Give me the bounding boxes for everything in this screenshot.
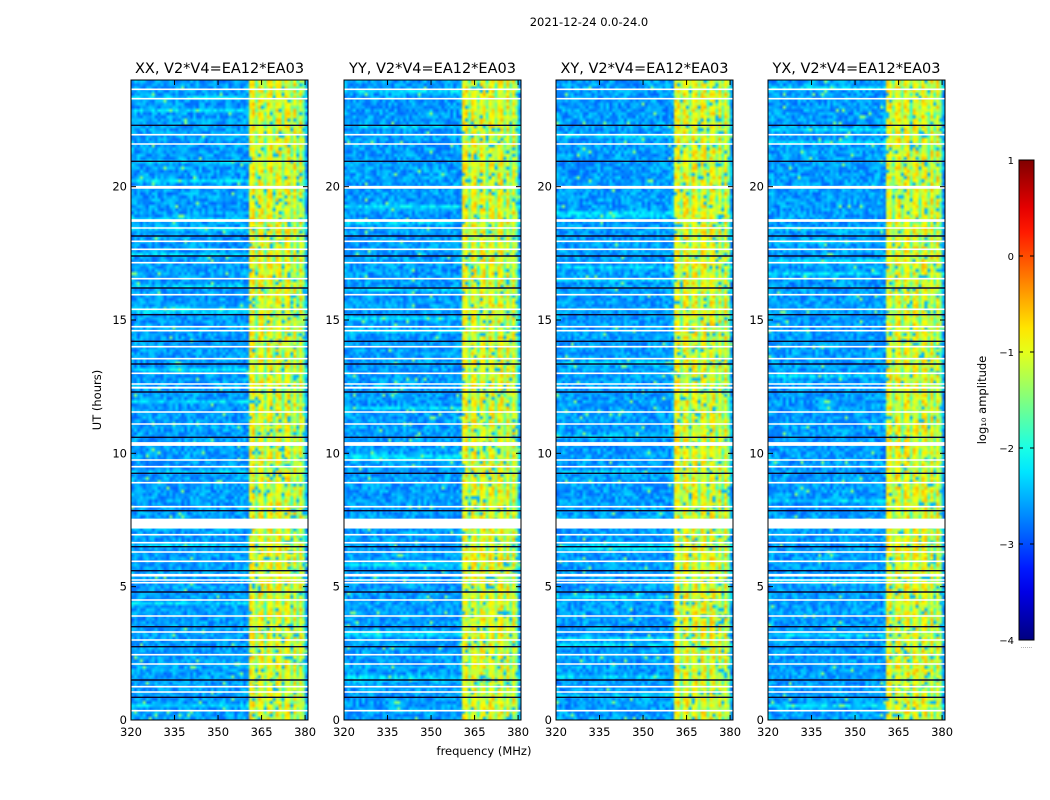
colorbar-gradient — [1019, 160, 1034, 640]
flagged-block — [768, 386, 945, 389]
panel-title: XX, V2*V4=EA12*EA03 — [135, 61, 304, 77]
x-tick-label: 380 — [507, 725, 529, 739]
y-tick-label: 10 — [325, 446, 340, 460]
x-tick-label: 335 — [589, 725, 611, 739]
x-tick-label: 350 — [420, 725, 442, 739]
y-tick-label: 10 — [112, 446, 127, 460]
flagged-block — [556, 442, 733, 446]
heatmap-image — [131, 80, 308, 720]
colorbar-tick-label: −1 — [999, 348, 1014, 359]
x-tick-label: 335 — [801, 725, 823, 739]
flagged-block — [344, 185, 521, 188]
panel-yy: YY, V2*V4=EA12*EA03 320 335 350 365 380 0 5 10 15… — [325, 61, 529, 739]
flagged-block — [344, 386, 521, 389]
colorbar-tick-label: 0 — [1008, 252, 1014, 263]
x-tick-label: 365 — [251, 725, 273, 739]
panel-title: YX, V2*V4=EA12*EA03 — [771, 61, 940, 77]
x-axis-label: frequency (MHz) — [437, 744, 532, 758]
flagged-block — [131, 518, 308, 529]
figure-title: 2021-12-24 0.0-24.0 — [530, 15, 649, 29]
x-tick-label: 335 — [164, 725, 186, 739]
panel-xy: XY, V2*V4=EA12*EA03 320 335 350 365 380 0 5 10 15… — [537, 61, 741, 739]
panel-frame — [130, 79, 309, 721]
y-tick-label: 15 — [325, 313, 340, 327]
panel-frame — [767, 79, 946, 721]
flagged-block — [131, 442, 308, 446]
heatmap-image — [556, 80, 733, 720]
colorbar-frame — [1018, 159, 1035, 641]
colorbar-extend-label: ...... — [1021, 643, 1033, 650]
flagged-block — [344, 573, 521, 577]
panel-xx: XX, V2*V4=EA12*EA03 320 335 350 365 380 0 5 10 15… — [112, 61, 316, 739]
y-tick-label: 5 — [333, 580, 340, 594]
y-tick-label: 5 — [120, 580, 127, 594]
flagged-block — [131, 386, 308, 389]
flagged-block — [344, 219, 521, 222]
y-tick-label: 10 — [749, 446, 764, 460]
flagged-block — [556, 573, 733, 577]
y-tick-label: 20 — [537, 180, 552, 194]
y-tick-label: 20 — [112, 180, 127, 194]
panel-yx: YX, V2*V4=EA12*EA03 320 335 350 365 380 0 5 10 15… — [749, 61, 953, 739]
y-tick-label: 20 — [325, 180, 340, 194]
flagged-block — [768, 185, 945, 188]
y-tick-label: 0 — [545, 713, 552, 727]
x-tick-label: 380 — [294, 725, 316, 739]
heatmap-image — [768, 80, 945, 720]
flagged-block — [131, 219, 308, 222]
y-axis-label: UT (hours) — [90, 370, 104, 430]
x-tick-label: 350 — [632, 725, 654, 739]
panel-title: XY, V2*V4=EA12*EA03 — [560, 61, 728, 77]
x-tick-label: 320 — [757, 725, 779, 739]
panel-title: YY, V2*V4=EA12*EA03 — [348, 61, 516, 77]
y-tick-label: 5 — [757, 580, 764, 594]
colorbar-tick-label: −4 — [999, 636, 1014, 647]
panels: XX, V2*V4=EA12*EA03 320 335 350 365 380 0 5 10 15… — [112, 61, 953, 739]
y-tick-label: 15 — [537, 313, 552, 327]
flagged-block — [768, 219, 945, 222]
y-tick-label: 5 — [545, 580, 552, 594]
flagged-block — [556, 518, 733, 529]
x-tick-label: 335 — [377, 725, 399, 739]
panel-frame — [343, 79, 522, 721]
colorbar-tick-label: 1 — [1008, 156, 1014, 167]
flagged-block — [768, 573, 945, 577]
flagged-block — [556, 219, 733, 222]
y-tick-label: 0 — [757, 713, 764, 727]
x-tick-label: 320 — [333, 725, 355, 739]
flagged-block — [768, 518, 945, 529]
y-tick-label: 20 — [749, 180, 764, 194]
x-tick-label: 320 — [545, 725, 567, 739]
flagged-block — [556, 185, 733, 188]
colorbar-tick-label: −2 — [999, 444, 1014, 455]
y-tick-label: 0 — [333, 713, 340, 727]
x-tick-label: 380 — [931, 725, 953, 739]
x-tick-label: 365 — [676, 725, 698, 739]
panel-frame — [555, 79, 734, 721]
x-tick-label: 380 — [719, 725, 741, 739]
x-tick-label: 350 — [844, 725, 866, 739]
y-tick-label: 15 — [112, 313, 127, 327]
flagged-block — [344, 442, 521, 446]
colorbar: 1 0 −1 −2 −3 −4 log₁₀ amplitude...... — [975, 156, 1035, 650]
x-tick-label: 350 — [207, 725, 229, 739]
heatmap-image — [344, 80, 521, 720]
colorbar-label: log₁₀ amplitude — [975, 356, 989, 445]
y-tick-label: 0 — [120, 713, 127, 727]
x-tick-label: 365 — [464, 725, 486, 739]
x-tick-label: 365 — [888, 725, 910, 739]
flagged-block — [556, 386, 733, 389]
flagged-block — [131, 573, 308, 577]
x-tick-label: 320 — [120, 725, 142, 739]
colorbar-tick-label: −3 — [999, 540, 1014, 551]
y-tick-label: 10 — [537, 446, 552, 460]
flagged-block — [131, 185, 308, 188]
y-tick-label: 15 — [749, 313, 764, 327]
flagged-block — [768, 442, 945, 446]
flagged-block — [344, 518, 521, 529]
